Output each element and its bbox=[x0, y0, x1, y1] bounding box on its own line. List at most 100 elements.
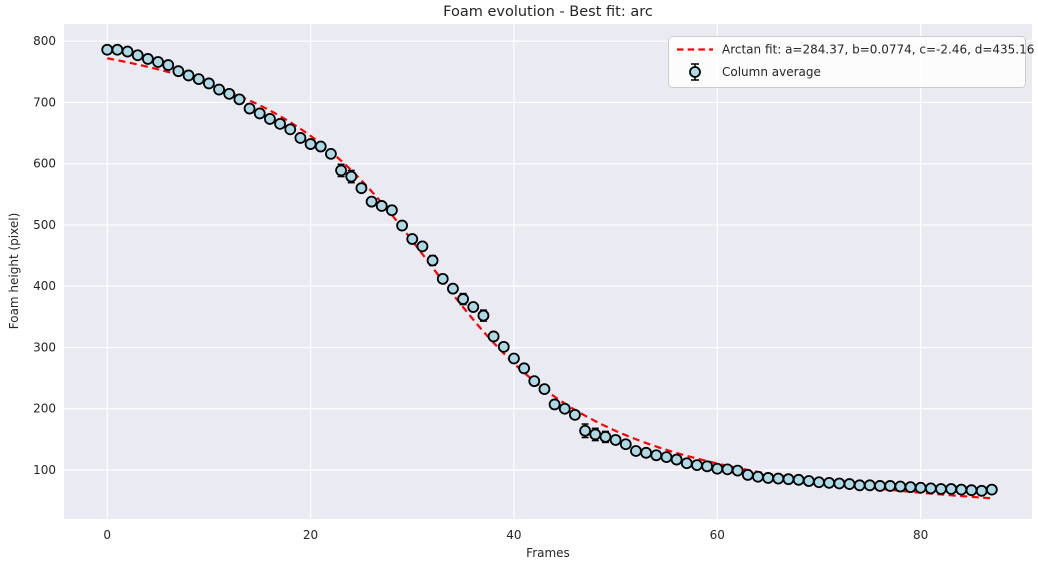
data-point bbox=[904, 481, 917, 494]
data-point bbox=[426, 254, 439, 267]
data-point bbox=[172, 65, 185, 78]
data-point bbox=[955, 483, 968, 496]
data-point bbox=[314, 140, 327, 153]
data-point bbox=[640, 446, 653, 459]
data-point bbox=[924, 482, 937, 495]
data-point bbox=[569, 408, 581, 421]
data-point bbox=[152, 56, 164, 68]
data-point bbox=[782, 473, 795, 486]
chart-title: Foam evolution - Best fit: arc bbox=[443, 4, 653, 20]
data-point bbox=[792, 473, 805, 486]
data-point bbox=[741, 468, 754, 481]
y-tick-label: 100 bbox=[33, 463, 56, 477]
y-tick-label: 500 bbox=[33, 218, 56, 232]
data-point bbox=[650, 449, 663, 462]
data-point bbox=[192, 73, 205, 86]
legend-scatter-label: Column average bbox=[722, 65, 821, 79]
data-point bbox=[894, 480, 907, 493]
data-point bbox=[843, 478, 856, 490]
data-point bbox=[985, 483, 998, 496]
data-point bbox=[589, 427, 602, 442]
legend-fit-label: Arctan fit: a=284.37, b=0.0774, c=-2.46,… bbox=[722, 43, 1034, 57]
data-point bbox=[223, 87, 236, 100]
data-point bbox=[965, 484, 978, 497]
data-point bbox=[355, 182, 368, 195]
data-point bbox=[721, 463, 734, 476]
data-point bbox=[447, 282, 459, 295]
data-point bbox=[558, 402, 571, 415]
y-tick-label: 400 bbox=[33, 279, 56, 293]
x-tick-label: 0 bbox=[103, 528, 111, 542]
data-point bbox=[182, 69, 195, 82]
arctan-fit-line bbox=[107, 57, 992, 500]
data-point bbox=[538, 383, 551, 396]
legend-errorbar-marker-icon bbox=[689, 63, 701, 81]
x-tick-label: 60 bbox=[710, 528, 725, 542]
data-point bbox=[823, 476, 836, 489]
data-point bbox=[619, 438, 632, 451]
x-tick-label: 80 bbox=[913, 528, 928, 542]
data-point bbox=[609, 434, 622, 446]
x-tick-label: 20 bbox=[303, 528, 318, 542]
legend: Arctan fit: a=284.37, b=0.0774, c=-2.46,… bbox=[668, 36, 1034, 88]
data-point bbox=[162, 59, 175, 71]
data-point bbox=[935, 483, 947, 495]
data-point bbox=[497, 340, 510, 353]
y-tick-label: 200 bbox=[33, 402, 56, 416]
data-point bbox=[670, 453, 683, 466]
data-point bbox=[396, 219, 408, 232]
x-axis-label: Frames bbox=[526, 546, 570, 560]
data-point bbox=[863, 479, 876, 492]
data-point bbox=[660, 451, 673, 464]
data-point bbox=[416, 240, 429, 253]
data-point bbox=[599, 430, 612, 444]
data-point bbox=[680, 457, 693, 470]
data-point bbox=[477, 309, 490, 322]
data-point bbox=[436, 272, 449, 285]
data-point bbox=[752, 470, 764, 483]
data-point bbox=[772, 472, 785, 485]
data-point bbox=[945, 483, 958, 495]
data-point bbox=[253, 107, 266, 120]
y-tick-label: 300 bbox=[33, 340, 56, 354]
data-point bbox=[518, 362, 531, 375]
data-point bbox=[335, 163, 347, 178]
data-point bbox=[874, 480, 886, 492]
data-point bbox=[548, 398, 561, 411]
data-point bbox=[264, 113, 276, 125]
data-point bbox=[975, 484, 988, 497]
data-point bbox=[386, 204, 398, 217]
data-point bbox=[406, 233, 419, 245]
data-point bbox=[833, 477, 846, 490]
data-point bbox=[243, 102, 256, 115]
data-point bbox=[711, 462, 724, 475]
data-point bbox=[375, 200, 388, 212]
data-point bbox=[121, 45, 134, 58]
data-point bbox=[487, 330, 500, 343]
data-point bbox=[691, 459, 703, 471]
data-point bbox=[202, 77, 215, 90]
data-point bbox=[325, 147, 337, 160]
data-point bbox=[131, 49, 144, 62]
y-tick-labels: 100 200 300 400 500 600 700 800 bbox=[33, 34, 56, 477]
y-tick-label: 700 bbox=[33, 95, 56, 109]
data-points-series bbox=[101, 43, 998, 497]
fit-curve bbox=[107, 57, 992, 500]
data-point bbox=[365, 195, 378, 208]
data-point bbox=[853, 479, 866, 492]
data-point bbox=[914, 481, 927, 494]
data-point bbox=[731, 464, 744, 477]
data-point bbox=[884, 480, 897, 492]
data-point bbox=[294, 132, 307, 144]
y-tick-label: 800 bbox=[33, 34, 56, 48]
data-point bbox=[802, 475, 815, 487]
x-tick-label: 40 bbox=[506, 528, 521, 542]
data-point bbox=[284, 123, 297, 136]
data-point bbox=[141, 53, 154, 65]
x-tick-labels: 0 20 40 60 80 bbox=[103, 528, 928, 542]
data-point bbox=[274, 117, 286, 130]
y-axis-label: Foam height (pixel) bbox=[7, 213, 21, 330]
data-point bbox=[762, 472, 775, 484]
